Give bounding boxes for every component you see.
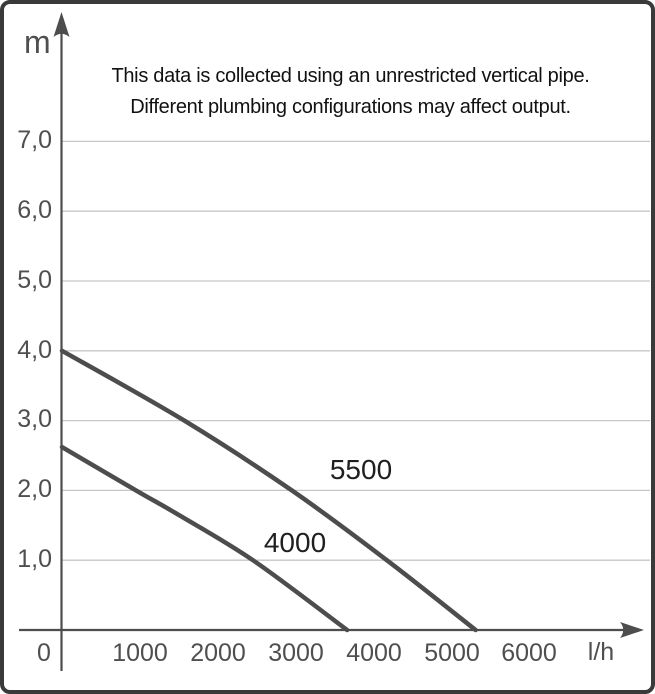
y-tick-label-2: 2,0 (17, 475, 52, 503)
y-tick-label-3: 3,0 (17, 405, 52, 433)
curve-label-4000: 4000 (263, 527, 327, 558)
y-axis-unit-label: m (24, 24, 51, 60)
y-tick-label-7: 7,0 (17, 126, 52, 154)
x-tick-label-3000: 3000 (268, 639, 324, 667)
x-tick-label-4000: 4000 (346, 639, 402, 667)
x-tick-label-5000: 5000 (424, 639, 480, 667)
x-tick-label-2000: 2000 (190, 639, 246, 667)
x-tick-label-1000: 1000 (112, 639, 168, 667)
x-tick-label-0: 0 (37, 639, 51, 667)
x-axis-unit-label: l/h (587, 638, 615, 666)
y-tick-label-4: 4,0 (17, 336, 52, 364)
y-axis-arrow-icon (53, 12, 70, 37)
note-line-1: This data is collected using an unrestri… (111, 65, 590, 87)
x-axis-arrow-icon (620, 622, 644, 638)
plot-area (19, 12, 650, 671)
x-tick-label-6000: 6000 (501, 639, 557, 667)
note-line-2: Different plumbing configurations may af… (130, 96, 571, 118)
y-tick-label-5: 5,0 (17, 266, 52, 294)
y-tick-label-6: 6,0 (17, 196, 52, 224)
pump-curve-4000 (59, 444, 350, 633)
curve-label-5500: 5500 (329, 454, 393, 485)
y-tick-label-1: 1,0 (17, 545, 52, 573)
pump-curve-5500 (59, 348, 478, 633)
chart-note: This data is collected using an unrestri… (64, 61, 637, 123)
